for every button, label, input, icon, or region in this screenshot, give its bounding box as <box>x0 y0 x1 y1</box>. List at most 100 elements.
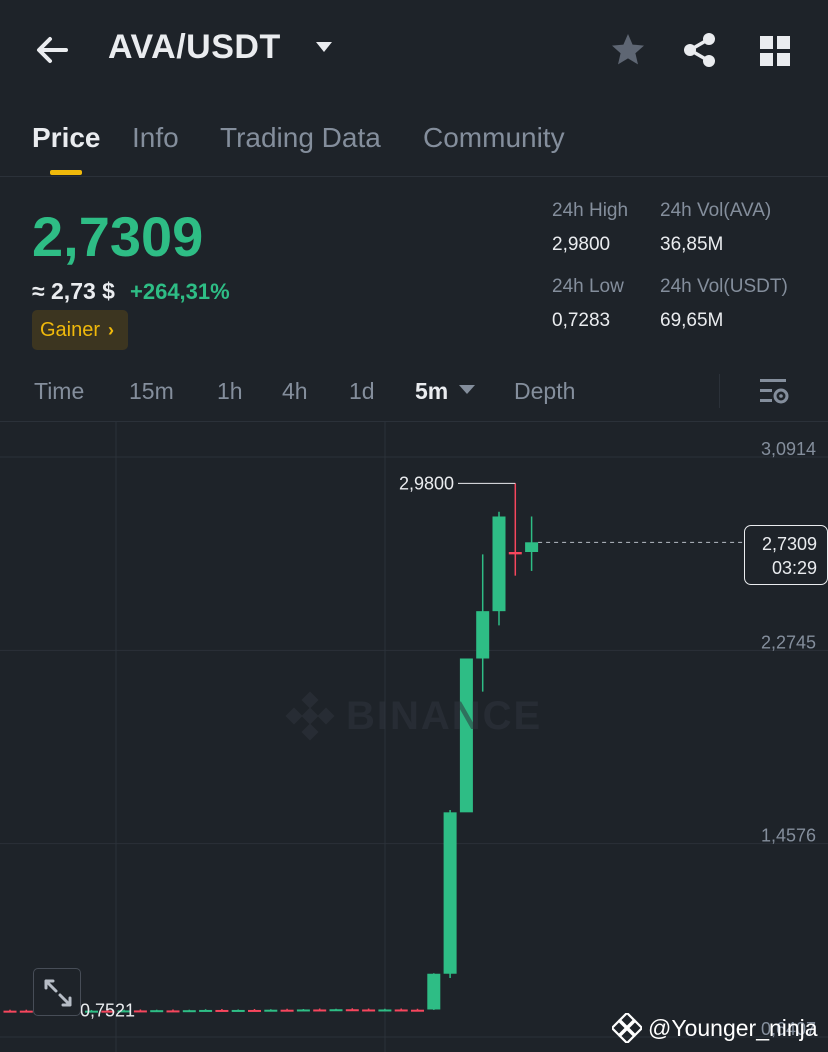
candle <box>101 1009 115 1013</box>
high-marker-label: 2,9800 <box>399 473 454 493</box>
tab-info[interactable]: Info <box>132 122 179 153</box>
candle <box>508 483 522 576</box>
vol-base-label: 24h Vol(AVA) <box>660 200 772 221</box>
candle <box>329 1008 343 1012</box>
vol-base-value: 36,85M <box>660 234 724 255</box>
candle-body <box>394 1009 408 1012</box>
candle <box>199 1009 213 1012</box>
chevron-down-icon[interactable] <box>456 382 478 398</box>
interval-15m[interactable]: 15m <box>129 378 174 404</box>
candle-body <box>492 516 506 612</box>
candle-body <box>362 1009 376 1012</box>
candle-body <box>313 1009 327 1012</box>
candle <box>264 1009 278 1012</box>
candle-body <box>427 973 441 1010</box>
pair-title[interactable]: AVA/USDT <box>108 28 281 66</box>
candle <box>166 1009 180 1013</box>
candle-countdown: 03:29 <box>771 558 817 578</box>
chart-grid <box>0 422 828 1052</box>
candle-body <box>296 1009 310 1012</box>
vol-quote-label: 24h Vol(USDT) <box>660 276 788 297</box>
candles <box>3 483 539 1013</box>
candle <box>19 1009 33 1013</box>
candle <box>459 658 473 813</box>
binance-logo-icon <box>285 691 335 741</box>
interval-1d[interactable]: 1d <box>349 378 375 404</box>
candle-body <box>85 1010 98 1013</box>
active-tab-indicator <box>50 170 82 175</box>
candlestick-chart[interactable]: 2,9800 0,7521 3,0914 2,2745 1,4576 0,6407 <box>0 422 828 1052</box>
chevron-right-icon: › <box>108 319 115 340</box>
candle <box>411 1008 424 1012</box>
divider <box>0 176 828 177</box>
candle-body <box>182 1010 196 1013</box>
candle-body <box>231 1009 245 1012</box>
candle-body <box>329 1009 343 1012</box>
interval-4h[interactable]: 4h <box>282 378 308 404</box>
y-tick-label: 1,4576 <box>761 826 816 846</box>
back-arrow-icon[interactable] <box>30 28 74 72</box>
detail-tabs: Price Info Trading Data Community <box>0 110 828 176</box>
candle-body <box>378 1009 392 1012</box>
vol-quote-value: 69,65M <box>660 310 724 331</box>
candle-body <box>133 1010 147 1013</box>
watermark-text: BINANCE <box>346 693 543 738</box>
y-axis: 3,0914 2,2745 1,4576 0,6407 <box>761 439 816 1039</box>
candle <box>150 1009 164 1013</box>
chart-settings-icon[interactable] <box>756 374 792 408</box>
candle-body <box>101 1010 115 1013</box>
low-value: 0,7283 <box>552 310 611 331</box>
change-percent: +264,31% <box>130 279 230 304</box>
gainer-badge[interactable]: Gainer › <box>32 310 129 350</box>
candle-body <box>264 1009 278 1012</box>
candle-body <box>215 1009 229 1012</box>
binance-logo-icon <box>612 1013 642 1043</box>
candle <box>492 511 506 626</box>
star-icon[interactable] <box>608 30 648 70</box>
low-marker-label: 0,7521 <box>80 1001 135 1021</box>
candle <box>215 1009 229 1012</box>
chart-overlays: 2,9800 0,7521 <box>44 473 744 1021</box>
chevron-down-icon[interactable] <box>312 38 336 58</box>
y-tick-label: 0,6407 <box>761 1019 816 1039</box>
candle <box>427 973 441 1010</box>
candle <box>231 1009 245 1012</box>
gainer-label: Gainer <box>40 318 101 341</box>
tab-price[interactable]: Price <box>32 122 101 153</box>
candle <box>117 1009 131 1013</box>
candle-body <box>476 611 490 659</box>
tab-community[interactable]: Community <box>423 122 565 153</box>
candle <box>525 516 539 571</box>
interval-1h[interactable]: 1h <box>217 378 243 404</box>
candle-body <box>525 542 539 552</box>
candle <box>313 1008 327 1012</box>
candle <box>85 1009 98 1013</box>
interval-time[interactable]: Time <box>34 378 85 404</box>
interval-5m[interactable]: 5m <box>415 378 449 404</box>
candle <box>296 1009 310 1012</box>
candle <box>476 554 490 692</box>
divider <box>0 421 828 422</box>
candle-body <box>508 551 522 555</box>
expand-icon[interactable] <box>33 968 81 1016</box>
candle-body <box>150 1010 164 1013</box>
low-label: 24h Low <box>552 276 624 297</box>
grid-icon[interactable] <box>756 32 794 70</box>
current-price: 2,7309 <box>761 534 817 554</box>
candle <box>133 1009 147 1013</box>
candle <box>345 1008 359 1012</box>
interval-depth[interactable]: Depth <box>514 378 576 404</box>
candle-body <box>117 1010 131 1013</box>
candle-body <box>3 1010 17 1013</box>
candle-body <box>443 812 457 974</box>
candle-body <box>459 658 473 813</box>
candle <box>280 1008 294 1012</box>
candle-body <box>411 1009 424 1012</box>
candle-body <box>280 1009 294 1012</box>
high-label: 24h High <box>552 200 629 221</box>
high-value: 2,9800 <box>552 234 611 255</box>
candle <box>182 1009 196 1013</box>
share-icon[interactable] <box>680 30 720 70</box>
usd-equivalent: ≈ 2,73 $ <box>32 278 115 304</box>
tab-trading-data[interactable]: Trading Data <box>220 122 381 153</box>
